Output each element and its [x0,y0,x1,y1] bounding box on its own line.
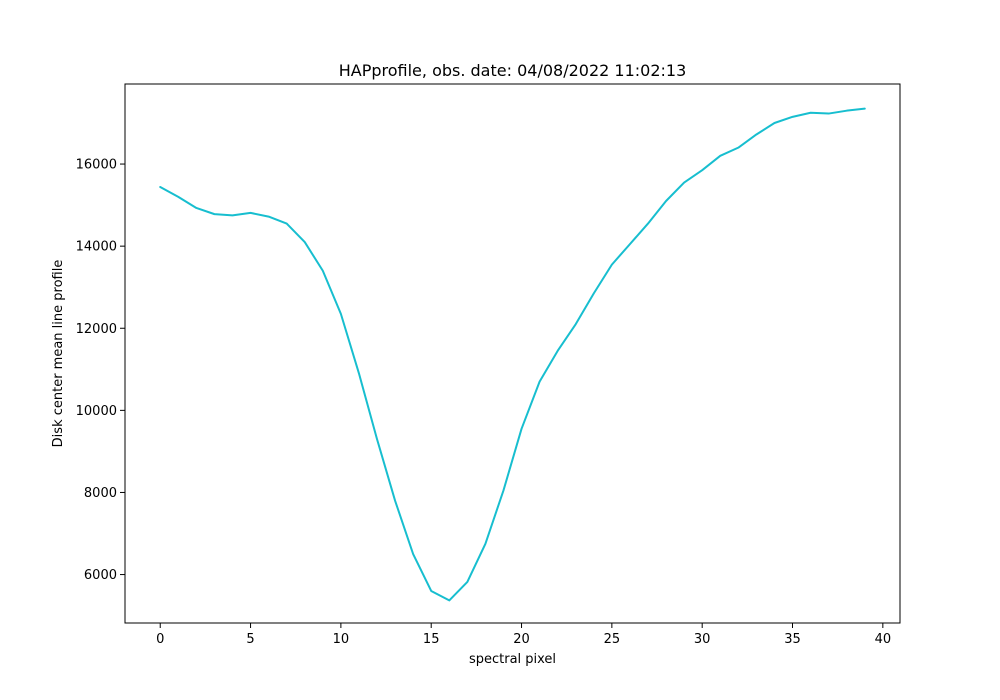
axes-frame [124,83,901,624]
y-tick-label: 12000 [76,322,117,337]
y-axis-label: Disk center mean line profile [51,260,66,448]
y-tick-label: 6000 [84,568,117,583]
x-axis-label: spectral pixel [469,652,556,667]
y-tick-label: 10000 [76,404,117,419]
x-tick-label: 5 [246,632,254,647]
series-layer [159,107,866,602]
y-tick-label: 8000 [84,486,117,501]
x-tick-label: 25 [604,632,621,647]
x-tick-label: 35 [784,632,801,647]
x-tick-label: 20 [513,632,530,647]
x-tick-label: 30 [694,632,711,647]
plot-area [125,84,900,623]
x-tick-label: 10 [333,632,350,647]
x-tick-label: 40 [875,632,892,647]
x-tick-label: 15 [423,632,440,647]
y-tick-label: 14000 [76,240,117,255]
y-tick-label: 16000 [76,158,117,173]
ticks-layer: 0 5 10 15 20 25 30 35 40 6000 8000 10000 12000 14000 1… [76,158,891,647]
chart-title: HAPprofile, obs. date: 04/08/2022 11:02:… [339,61,687,80]
x-tick-label: 0 [156,632,164,647]
series-line [159,107,866,602]
